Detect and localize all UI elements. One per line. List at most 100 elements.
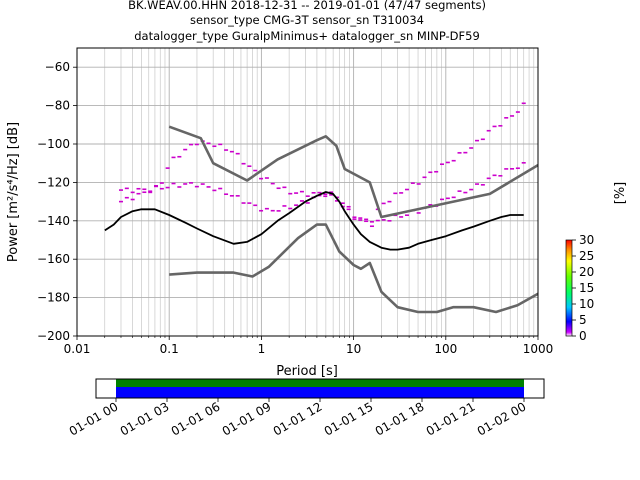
outlier-mark — [183, 183, 188, 185]
outlier-mark — [165, 167, 170, 169]
outlier-mark — [253, 204, 258, 207]
outlier-mark — [224, 193, 229, 196]
outlier-mark — [457, 152, 462, 154]
outlier-mark — [259, 209, 264, 212]
outlier-mark — [206, 142, 211, 145]
psd-curves — [104, 125, 538, 314]
colorbar: 0 5 10 15 20 25 30 [%] — [565, 182, 628, 343]
psd-density-cloud — [118, 102, 526, 228]
outlier-mark — [270, 209, 275, 212]
outlier-mark — [118, 189, 123, 191]
outlier-mark — [148, 191, 153, 194]
outlier-mark — [399, 216, 404, 218]
colorbar-tick-label: 30 — [579, 233, 594, 247]
outlier-mark — [428, 171, 433, 174]
outlier-mark — [194, 143, 199, 146]
outlier-mark — [346, 205, 351, 208]
outlier-mark — [416, 212, 421, 214]
outlier-mark — [212, 189, 217, 192]
outlier-mark — [142, 191, 147, 194]
outlier-mark — [340, 202, 345, 204]
outlier-mark — [404, 214, 409, 217]
outlier-mark — [364, 218, 369, 221]
outlier-mark — [358, 219, 363, 221]
colorbar-tick-label: 5 — [579, 313, 587, 327]
outlier-mark — [124, 196, 129, 199]
outlier-mark — [259, 177, 264, 180]
outlier-mark — [469, 188, 474, 191]
outlier-mark — [492, 125, 497, 128]
outlier-mark — [329, 194, 334, 196]
outlier-mark — [498, 125, 503, 127]
plot-background — [77, 48, 538, 336]
outlier-mark — [469, 147, 474, 149]
outlier-mark — [369, 225, 374, 228]
outlier-mark — [218, 143, 223, 146]
new-high-noise-model-line — [168, 125, 538, 219]
timeline-bars — [116, 379, 524, 398]
timeline-tick-label: 01-01 09 — [220, 399, 274, 438]
outlier-mark — [463, 151, 468, 154]
outlier-mark — [445, 197, 450, 200]
outlier-mark — [504, 168, 509, 170]
outlier-mark — [399, 192, 404, 194]
outlier-mark — [136, 192, 141, 195]
new-low-noise-model-line — [169, 223, 538, 314]
outlier-mark — [212, 145, 217, 148]
outlier-mark — [288, 207, 293, 210]
y-tick-label: −200 — [37, 329, 70, 343]
x-tick-label: 10 — [346, 342, 361, 356]
x-axis: 0.01 0.1 1 10 100 1000 — [64, 336, 554, 356]
outlier-mark — [171, 182, 176, 185]
outlier-mark — [428, 204, 433, 206]
outlier-mark — [305, 195, 310, 197]
colorbar-tick-label: 0 — [579, 329, 587, 343]
outlier-mark — [352, 218, 357, 220]
outlier-mark — [463, 191, 468, 194]
outlier-mark — [247, 165, 252, 168]
outlier-mark — [358, 217, 363, 219]
outlier-mark — [270, 182, 275, 185]
outlier-mark — [521, 102, 526, 105]
outlier-mark — [311, 192, 316, 194]
outlier-mark — [194, 185, 199, 188]
y-tick-label: −80 — [45, 99, 70, 113]
outlier-mark — [136, 187, 141, 190]
outlier-mark — [475, 183, 480, 185]
colorbar-tick-label: 20 — [579, 265, 594, 279]
x-tick-label: 1000 — [523, 342, 554, 356]
outlier-mark — [177, 186, 182, 188]
outlier-mark — [498, 175, 503, 177]
timeline-bar-data — [116, 379, 524, 387]
colorbar-tick-label: 10 — [579, 297, 594, 311]
psd-outliers-high — [118, 102, 526, 223]
timeline-tick-label: 01-01 21 — [424, 399, 478, 438]
outlier-mark — [294, 192, 299, 194]
outlier-mark — [440, 198, 445, 201]
outlier-mark — [247, 202, 252, 204]
outlier-mark — [165, 186, 170, 189]
outlier-mark — [154, 185, 159, 188]
outlier-mark — [387, 220, 392, 222]
outlier-mark — [177, 155, 182, 158]
outlier-mark — [130, 198, 135, 201]
y-tick-label: −100 — [37, 137, 70, 151]
colorbar-tick-label: 15 — [579, 281, 594, 295]
x-tick-label: 1 — [258, 342, 266, 356]
timeline-tick-label: 01-01 03 — [118, 399, 172, 438]
outlier-mark — [264, 207, 269, 210]
outlier-mark — [404, 188, 409, 191]
outlier-mark — [264, 177, 269, 179]
outlier-mark — [480, 184, 485, 186]
outlier-mark — [305, 202, 310, 204]
x-axis-label: Period [s] — [276, 364, 338, 379]
chart-title-line-1: BK.WEAV.00.HHN 2018-12-31 -- 2019-01-01 … — [128, 0, 486, 12]
outlier-mark — [492, 174, 497, 177]
plot-grid — [76, 48, 539, 337]
outlier-mark — [393, 192, 398, 195]
timeline-tick-label: 01-02 00 — [475, 399, 529, 438]
outlier-mark — [323, 195, 328, 198]
outlier-mark — [486, 177, 491, 180]
